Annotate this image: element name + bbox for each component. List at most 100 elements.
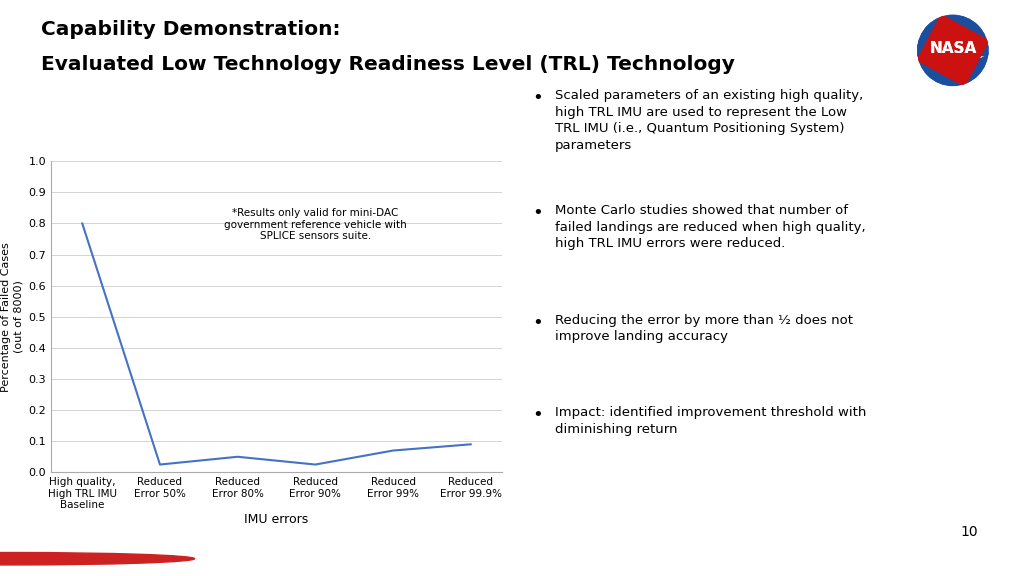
- Point: [125, 545, 141, 554]
- Point: [231, 552, 248, 562]
- Point: [570, 539, 587, 548]
- Point: [840, 567, 856, 576]
- Point: [388, 560, 404, 569]
- Point: [135, 544, 152, 554]
- Point: [941, 547, 957, 556]
- Point: [865, 567, 882, 576]
- Point: [287, 566, 303, 575]
- Point: [479, 547, 496, 556]
- Point: [564, 560, 581, 569]
- Point: [835, 558, 851, 567]
- Point: [372, 566, 388, 575]
- Point: [906, 538, 923, 547]
- Point: [191, 547, 208, 556]
- Text: •: •: [532, 314, 543, 332]
- Point: [24, 556, 40, 566]
- Point: [706, 566, 722, 575]
- Point: [371, 551, 387, 560]
- Polygon shape: [918, 14, 988, 86]
- Text: Scaled parameters of an existing high quality,
high TRL IMU are used to represen: Scaled parameters of an existing high qu…: [555, 89, 863, 152]
- Point: [871, 543, 888, 552]
- Text: *Results only valid for mini-DAC
government reference vehicle with
SPLICE sensor: *Results only valid for mini-DAC governm…: [224, 208, 407, 241]
- Text: •: •: [532, 406, 543, 424]
- Point: [845, 549, 861, 558]
- Point: [473, 565, 489, 574]
- Point: [0, 539, 15, 548]
- Point: [816, 554, 833, 563]
- Point: [991, 569, 1008, 576]
- Point: [355, 547, 372, 556]
- Point: [562, 546, 579, 555]
- Text: •: •: [532, 204, 543, 222]
- Point: [123, 566, 139, 575]
- Point: [37, 562, 53, 571]
- Circle shape: [918, 14, 988, 86]
- Point: [797, 555, 813, 564]
- Point: [51, 567, 68, 576]
- Point: [462, 538, 478, 547]
- Text: •: •: [532, 89, 543, 107]
- Point: [775, 552, 792, 561]
- Point: [651, 556, 668, 565]
- Text: 10: 10: [961, 525, 978, 539]
- Point: [678, 550, 694, 559]
- Point: [788, 544, 805, 554]
- Text: Reducing the error by more than ½ does not
improve landing accuracy: Reducing the error by more than ½ does n…: [555, 314, 853, 343]
- Point: [135, 551, 152, 560]
- Text: •  SYSTEMS ANALYSIS AND CONCEPTS DIRECTORATE: • SYSTEMS ANALYSIS AND CONCEPTS DIRECTOR…: [395, 555, 670, 566]
- Point: [768, 540, 784, 549]
- Text: Capability Demonstration:: Capability Demonstration:: [41, 20, 340, 39]
- Text: NASA: NASA: [929, 41, 977, 56]
- Point: [673, 559, 689, 569]
- Wedge shape: [918, 41, 952, 56]
- Point: [714, 551, 730, 560]
- Text: Evaluated Low Technology Readiness Level (TRL) Technology: Evaluated Low Technology Readiness Level…: [41, 55, 735, 74]
- Point: [439, 551, 456, 560]
- Point: [185, 542, 202, 551]
- Point: [670, 548, 686, 558]
- Text: Monte Carlo studies showed that number of
failed landings are reduced when high : Monte Carlo studies showed that number o…: [555, 204, 865, 251]
- Point: [411, 540, 427, 550]
- Circle shape: [0, 552, 195, 565]
- Point: [676, 555, 692, 564]
- Point: [792, 571, 808, 576]
- X-axis label: IMU errors: IMU errors: [245, 513, 308, 526]
- Point: [439, 571, 456, 576]
- Point: [642, 555, 658, 564]
- Text: Impact: identified improvement threshold with
diminishing return: Impact: identified improvement threshold…: [555, 406, 866, 435]
- Point: [474, 555, 490, 564]
- Ellipse shape: [918, 40, 988, 61]
- Wedge shape: [952, 41, 988, 56]
- Point: [88, 571, 104, 576]
- Point: [798, 551, 814, 560]
- Point: [690, 568, 707, 576]
- Point: [470, 556, 486, 565]
- Point: [224, 550, 241, 559]
- Point: [224, 556, 241, 566]
- Point: [441, 558, 458, 567]
- Y-axis label: Percentage of Failed Cases
(out of 8000): Percentage of Failed Cases (out of 8000): [1, 242, 23, 392]
- Point: [755, 556, 771, 565]
- Point: [986, 562, 1002, 571]
- Point: [293, 562, 309, 571]
- Text: NASA: NASA: [929, 41, 977, 56]
- Point: [212, 543, 228, 552]
- Point: [559, 562, 575, 571]
- Point: [574, 555, 591, 564]
- Point: [795, 545, 811, 554]
- Point: [57, 569, 74, 576]
- Point: [844, 570, 860, 576]
- Point: [771, 547, 787, 556]
- Point: [784, 548, 801, 558]
- Point: [303, 554, 319, 563]
- Point: [326, 561, 342, 570]
- Point: [560, 559, 577, 568]
- Point: [197, 566, 213, 575]
- Point: [280, 548, 296, 558]
- Point: [453, 554, 469, 563]
- Point: [150, 568, 166, 576]
- Point: [445, 561, 462, 570]
- Point: [311, 557, 328, 566]
- Point: [110, 569, 126, 576]
- Point: [983, 564, 999, 574]
